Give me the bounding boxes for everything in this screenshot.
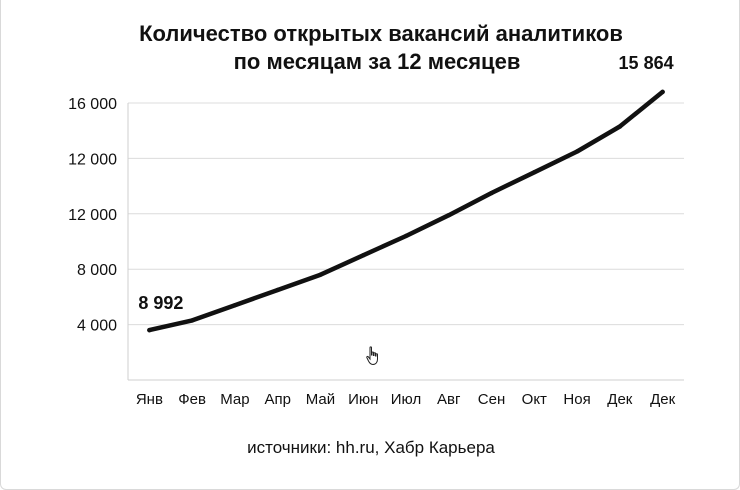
chart-subtitle: по месяцам за 12 месяцев	[233, 49, 521, 74]
x-tick-label: Июл	[391, 391, 421, 408]
y-tick-label: 12 000	[68, 207, 117, 224]
series-layer	[147, 89, 665, 333]
data-point	[660, 89, 665, 95]
data-point	[232, 303, 238, 308]
data-label: 8 992	[138, 293, 183, 313]
y-tick-label: 4 000	[77, 318, 117, 335]
y-tick-labels: 4 000 8 000 12 000 12 000 16 000	[68, 96, 117, 335]
y-tick-label: 16 000	[68, 96, 117, 113]
chart-title: Количество открытых вакансий аналитиков …	[1, 20, 740, 76]
x-tick-label: Дек	[650, 391, 676, 408]
x-tick-label: Апр	[264, 391, 290, 408]
data-point	[318, 272, 323, 277]
x-tick-label: Фев	[178, 391, 206, 408]
x-tick-label: Авг	[437, 391, 461, 408]
data-point	[189, 318, 195, 323]
data-point	[147, 327, 152, 333]
data-point	[403, 233, 409, 239]
data-point	[574, 149, 580, 154]
source-note: источники: hh.ru, Хабр Карьера	[247, 438, 495, 457]
x-tick-label: Сен	[478, 391, 505, 408]
data-point	[617, 124, 623, 129]
data-point	[489, 190, 494, 196]
x-tick-label: Июн	[348, 391, 378, 408]
data-point	[532, 170, 537, 175]
data-point	[361, 253, 366, 258]
series-line	[147, 89, 665, 333]
chart-title-line: Количество открытых вакансий аналитиков	[139, 21, 623, 46]
x-tick-label: Янв	[136, 391, 163, 408]
hand-pointer-icon	[366, 346, 378, 366]
x-tick-label: Мар	[220, 391, 249, 408]
data-label: 15 864	[619, 53, 674, 73]
x-tick-label: Май	[306, 391, 335, 408]
y-tick-label: 8 000	[77, 262, 117, 279]
x-tick-labels: Янв Фев Мар Апр Май Июн Июл Авг Сен Окт Ноя Дек Дек	[136, 391, 676, 408]
data-point	[446, 212, 451, 218]
data-point	[275, 287, 280, 293]
x-tick-label: Ноя	[563, 391, 590, 408]
gridlines	[128, 102, 684, 326]
axes	[127, 103, 684, 381]
x-tick-label: Окт	[522, 391, 547, 408]
y-tick-label: 12 000	[68, 151, 117, 168]
data-labels: 8 992 15 864	[138, 53, 673, 313]
x-tick-label: Дек	[607, 391, 633, 408]
